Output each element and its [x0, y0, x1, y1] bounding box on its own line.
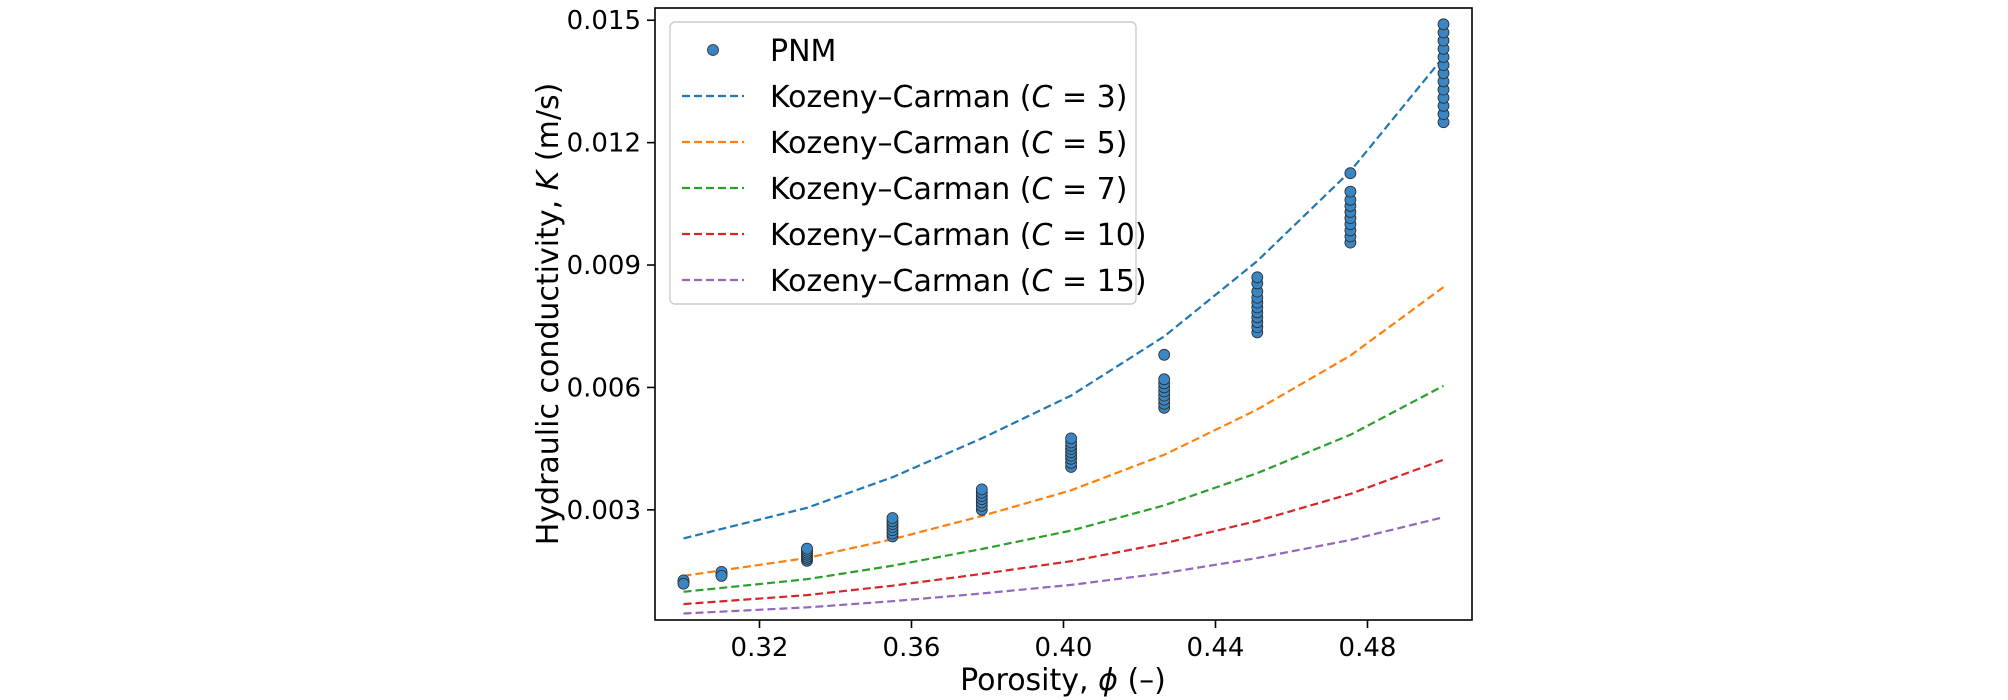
y-tick-label: 0.012 [567, 129, 641, 159]
legend-label-pnm: PNM [770, 34, 836, 69]
series-line-2 [683, 384, 1445, 593]
y-axis-label: Hydraulic conductivity, K (m/s) [531, 83, 566, 546]
pnm-point [886, 512, 899, 524]
series-line-4 [683, 516, 1444, 615]
legend-label-3: Kozeny–Carman (C = 10) [770, 218, 1147, 253]
pnm-point [1065, 432, 1077, 445]
pnm-point [1344, 185, 1357, 198]
series-line-3 [683, 458, 1444, 606]
y-axis: 0.003 0.006 0.009 0.012 0.015 [567, 6, 655, 526]
pnm-point [975, 483, 988, 496]
legend-label-0: Kozeny–Carman (C = 3) [770, 80, 1127, 115]
series-line-0 [683, 56, 1445, 540]
legend-label-4: Kozeny–Carman (C = 15) [770, 264, 1147, 299]
x-tick-label: 0.36 [883, 633, 941, 663]
legend-marker-pnm [707, 44, 719, 56]
y-tick-label: 0.015 [567, 6, 641, 36]
pnm-point [677, 577, 690, 590]
pnm-point [1344, 167, 1357, 180]
series-line-1 [683, 286, 1445, 577]
x-axis: 0.32 0.36 0.40 0.44 0.48 [731, 620, 1397, 663]
x-tick-label: 0.48 [1339, 633, 1397, 663]
y-tick-label: 0.003 [567, 496, 641, 526]
x-axis-label: Porosity, ϕ (–) [960, 663, 1166, 698]
pnm-point [1437, 18, 1450, 31]
pnm-point [1251, 271, 1264, 284]
series-lines [683, 56, 1445, 615]
legend-label-2: Kozeny–Carman (C = 7) [770, 172, 1127, 207]
pnm-point [1158, 348, 1171, 361]
pnm-point [1158, 373, 1171, 386]
pnm-point [715, 570, 728, 582]
x-tick-label: 0.44 [1187, 633, 1245, 663]
scatter-points [677, 18, 1450, 590]
legend-box [669, 21, 1137, 305]
x-tick-label: 0.32 [731, 633, 789, 663]
y-tick-label: 0.009 [567, 251, 641, 281]
pnm-point [801, 542, 813, 555]
x-tick-label: 0.40 [1035, 633, 1093, 663]
legend-label-1: Kozeny–Carman (C = 5) [770, 126, 1127, 161]
legend: PNM Kozeny–Carman (C = 3) Kozeny–Carman (C… [669, 21, 1147, 305]
y-tick-label: 0.006 [567, 373, 641, 403]
